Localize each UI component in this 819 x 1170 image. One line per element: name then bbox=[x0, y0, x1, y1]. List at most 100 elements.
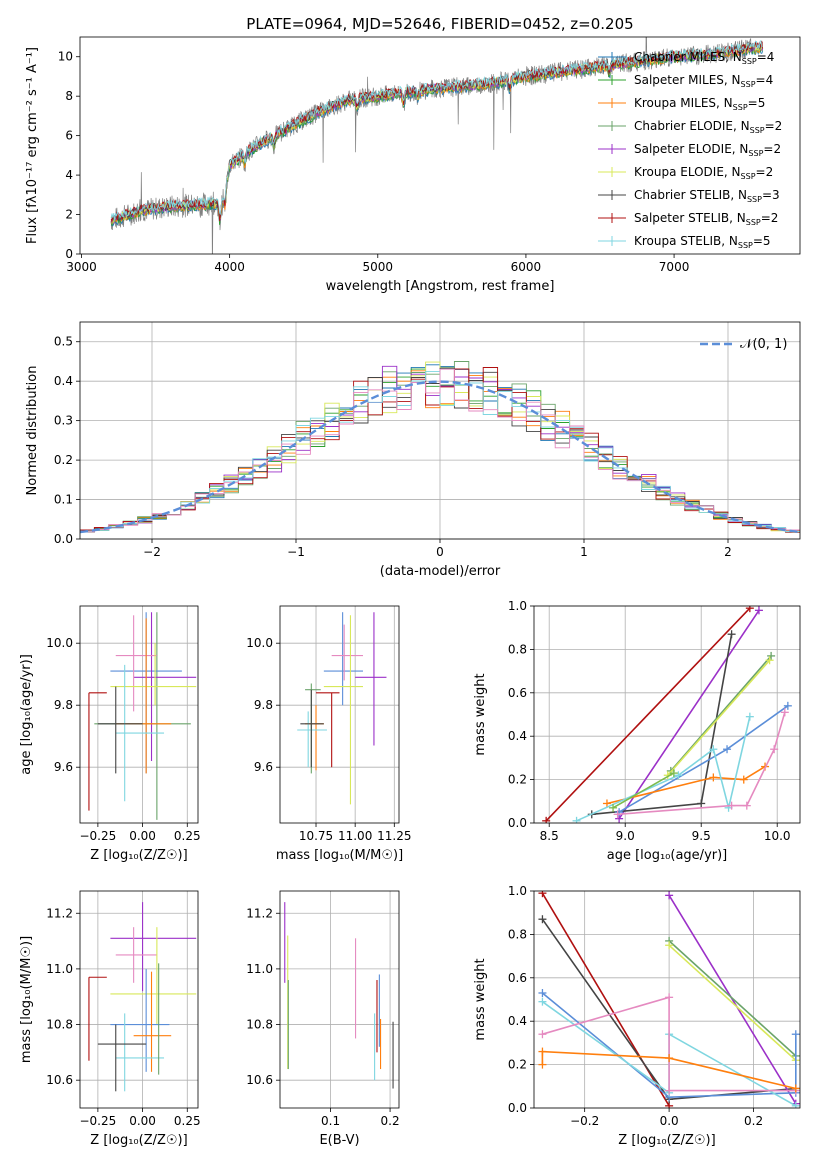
weight-line bbox=[668, 944, 797, 1061]
errorbar-point-7 bbox=[97, 1024, 147, 1092]
x-tick-label: 3000 bbox=[66, 260, 97, 274]
x-axis-label: age [log₁₀(age/yr)] bbox=[607, 848, 728, 863]
y-tick-label: 9.8 bbox=[254, 698, 273, 712]
x-tick-label: 0.0 bbox=[660, 1114, 679, 1128]
legend-label-sub: SSP bbox=[738, 241, 753, 250]
errorbar-point-5 bbox=[110, 643, 197, 706]
legend-label: Chabrier STELIB, NSSP=3 bbox=[634, 188, 780, 204]
x-tick-label: 9.5 bbox=[692, 829, 711, 843]
weight-series-3 bbox=[665, 891, 800, 1108]
errorbar-point-4 bbox=[110, 968, 170, 1072]
grid-lines bbox=[534, 605, 800, 824]
legend-label-suffix: =2 bbox=[763, 142, 781, 156]
weight-line bbox=[576, 716, 751, 822]
legend-label-sub: SSP bbox=[750, 126, 765, 135]
plot-area bbox=[542, 606, 792, 823]
y-tick-label: 0.8 bbox=[508, 927, 527, 941]
y-tick-label: 6 bbox=[65, 129, 73, 143]
legend-label-main: Salpeter ELODIE, N bbox=[634, 142, 748, 156]
legend-label-sub: SSP bbox=[741, 172, 756, 181]
grid-lines bbox=[534, 890, 800, 1109]
axes-frame bbox=[79, 321, 801, 540]
y-tick-label: 10.0 bbox=[46, 636, 73, 650]
y-tick-label: 10.8 bbox=[246, 1018, 273, 1032]
legend-label-main: Chabrier MILES, N bbox=[634, 50, 742, 64]
weight-series-9 bbox=[538, 1047, 800, 1093]
weight-series-5 bbox=[663, 656, 774, 780]
chart-z-mass: −0.25 0.00 0.25 10.6 10.8 11.0 11.2 Z [log₁₀(Z/… bbox=[19, 890, 201, 1148]
x-tick-label: −0.25 bbox=[79, 1114, 116, 1128]
x-axis-label: wavelength [Angstrom, rest frame] bbox=[326, 279, 555, 294]
histogram-step-10 bbox=[80, 368, 800, 533]
y-tick-label: 0.3 bbox=[54, 414, 73, 428]
x-axis-label: Z [log₁₀(Z/Z☉)] bbox=[90, 848, 187, 863]
x-tick-label: 0.25 bbox=[174, 1114, 201, 1128]
x-axis-label: E(B-V) bbox=[319, 1133, 359, 1148]
plot-area bbox=[110, 37, 764, 254]
y-tick-label: 0.4 bbox=[54, 374, 73, 388]
axes-frame bbox=[79, 36, 801, 255]
legend-label-main: Kroupa STELIB, N bbox=[634, 234, 738, 248]
plot-area bbox=[284, 902, 394, 1089]
errorbar-point-9 bbox=[316, 692, 340, 768]
errorbar-point-2 bbox=[355, 612, 387, 746]
weight-series-1 bbox=[542, 606, 754, 823]
errorbar-point-7 bbox=[115, 664, 165, 802]
y-tick-label: 10.6 bbox=[246, 1073, 273, 1087]
y-tick-label: 10.0 bbox=[246, 636, 273, 650]
weight-line bbox=[612, 772, 675, 809]
weight-series-10 bbox=[609, 769, 678, 812]
legend-label-sub: SSP bbox=[733, 103, 748, 112]
x-axis-label: Z [log₁₀(Z/Z☉)] bbox=[90, 1133, 187, 1148]
y-axis-label: mass weight bbox=[473, 673, 488, 755]
weight-line bbox=[606, 765, 766, 805]
x-tick-label: 10.0 bbox=[764, 829, 791, 843]
y-tick-label: 1.0 bbox=[508, 599, 527, 613]
errorbar-point-9 bbox=[88, 692, 107, 811]
weight-series-4 bbox=[666, 651, 776, 775]
weight-line bbox=[667, 659, 771, 776]
plot-area bbox=[297, 612, 387, 805]
axes-frame bbox=[79, 890, 199, 1109]
x-tick-label: 0 bbox=[436, 545, 444, 559]
legend-label-suffix: =4 bbox=[757, 50, 775, 64]
legend-label-suffix: =5 bbox=[753, 234, 771, 248]
legend-label-sub: SSP bbox=[741, 80, 756, 89]
legend-label: Salpeter ELODIE, NSSP=2 bbox=[634, 142, 781, 158]
y-tick-label: 11.2 bbox=[46, 906, 73, 920]
x-tick-label: 8.5 bbox=[540, 829, 559, 843]
y-tick-label: 9.6 bbox=[254, 760, 273, 774]
errorbar-point-5 bbox=[133, 971, 172, 1072]
y-tick-label: 2 bbox=[65, 208, 73, 222]
axes-frame bbox=[279, 605, 400, 824]
x-tick-label: 9.0 bbox=[616, 829, 635, 843]
weight-line bbox=[541, 1050, 796, 1090]
y-tick-label: 0.5 bbox=[54, 335, 73, 349]
y-tick-label: 0.4 bbox=[508, 1014, 527, 1028]
x-tick-label: 0.2 bbox=[381, 1114, 400, 1128]
chart-z-age: −0.25 0.00 0.25 9.6 9.8 10.0 Z [log₁₀(Z/Z☉)] ag… bbox=[19, 605, 201, 863]
x-tick-label: 4000 bbox=[214, 260, 245, 274]
grid-lines bbox=[80, 606, 198, 823]
y-tick-label: 0.2 bbox=[54, 453, 73, 467]
legend-label: Chabrier MILES, NSSP=4 bbox=[634, 50, 774, 66]
x-axis-label: mass [log₁₀(M/M☉)] bbox=[276, 848, 403, 863]
y-axis-label: age [log₁₀(age/yr)] bbox=[19, 654, 34, 775]
y-tick-label: 0.4 bbox=[508, 729, 527, 743]
y-tick-label: 0.2 bbox=[508, 1058, 527, 1072]
weight-line bbox=[668, 894, 797, 1105]
axes-frame bbox=[279, 890, 400, 1109]
y-tick-label: 8 bbox=[65, 89, 73, 103]
grid-lines bbox=[280, 606, 399, 823]
errorbar-point-1 bbox=[110, 902, 197, 992]
weight-series-6 bbox=[615, 701, 792, 817]
errorbar-point-2 bbox=[115, 927, 157, 983]
axes-frame bbox=[533, 605, 801, 824]
grid-lines bbox=[280, 891, 399, 1108]
y-tick-label: 9.6 bbox=[54, 760, 73, 774]
legend-label-suffix: =2 bbox=[761, 211, 779, 225]
y-tick-label: 0 bbox=[65, 247, 73, 261]
